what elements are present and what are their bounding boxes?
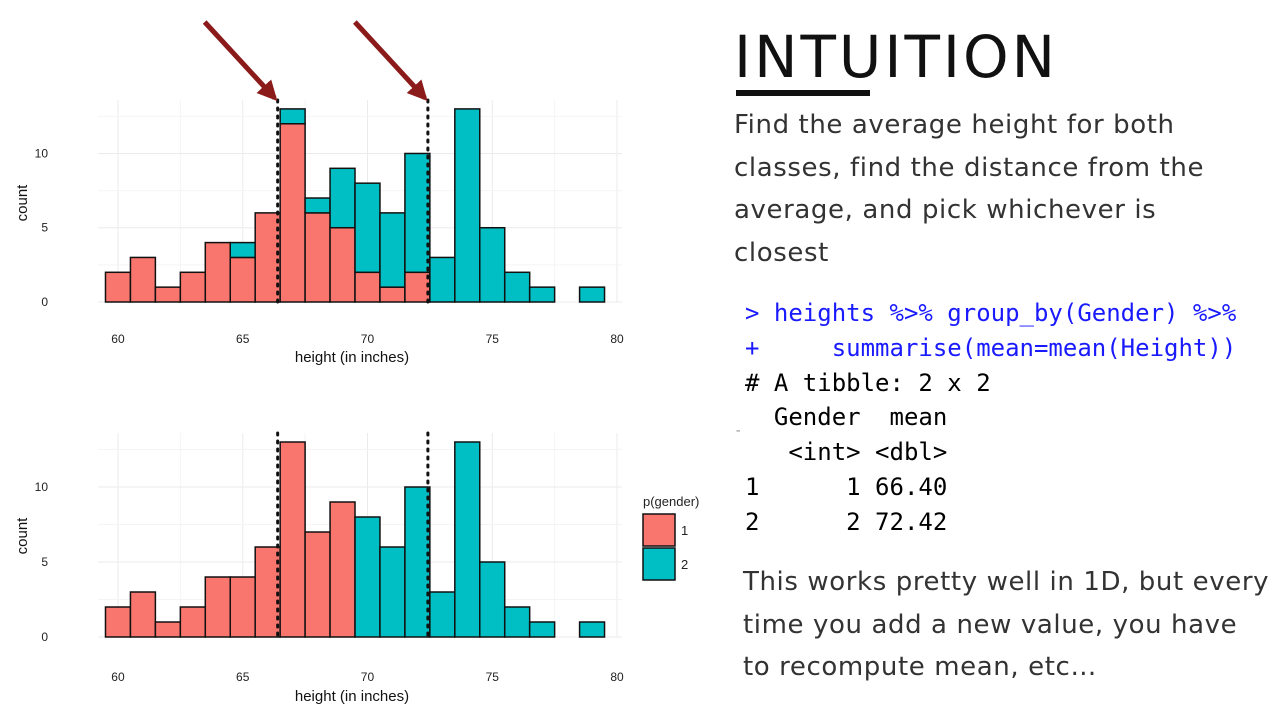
bar-gender-2 [379, 546, 406, 638]
bar-gender-2 [304, 197, 331, 214]
bar-gender-2 [578, 286, 606, 303]
pointer-arrow [202, 20, 278, 101]
code-output-line: <int> <dbl> [745, 438, 948, 467]
bar-gender-1 [229, 256, 256, 303]
bar-gender-2 [429, 256, 456, 303]
bar-gender-2 [454, 108, 481, 303]
slide-title: INTUITION [734, 23, 1059, 91]
bar-gender-2 [454, 441, 481, 638]
x-tick-label: 60 [111, 332, 125, 346]
y-tick-label: 5 [41, 221, 48, 235]
legend-title: p(gender) [643, 494, 699, 509]
bar-gender-1 [329, 501, 356, 638]
x-tick-label: 75 [486, 670, 500, 684]
bar-gender-1 [204, 241, 231, 303]
note-paragraph: This works pretty well in 1D, but every … [743, 567, 1270, 682]
y-tick-label: 5 [41, 555, 48, 569]
x-tick-label: 65 [236, 670, 250, 684]
bar-gender-1 [304, 531, 331, 638]
x-tick-label: 70 [361, 670, 375, 684]
code-output-line: Gender mean [745, 403, 948, 432]
top-histogram: 60 65 70 75 80 0 5 10 height (in inches) count [14, 20, 624, 366]
bar-gender-1 [279, 441, 306, 638]
x-tick-label: 80 [610, 332, 624, 346]
bar-gender-2 [479, 561, 506, 638]
legend-swatch-1 [642, 513, 676, 547]
x-tick-label: 75 [486, 332, 500, 346]
y-axis-title: count [14, 517, 31, 555]
x-tick-label: 65 [236, 332, 250, 346]
bar-gender-1 [104, 606, 132, 638]
bar-gender-2 [329, 167, 356, 229]
bar-gender-2 [578, 621, 606, 638]
bar-gender-2 [279, 108, 306, 125]
bar-gender-1 [304, 212, 331, 303]
bar-gender-2 [429, 591, 456, 638]
y-tick-label: 10 [35, 146, 49, 160]
y-tick-label: 0 [41, 630, 48, 644]
bar-gender-2 [404, 152, 431, 274]
code-output-line: 1 1 66.40 [745, 472, 948, 501]
bar-gender-2 [354, 516, 381, 638]
bar-gender-1 [254, 212, 281, 303]
bar-gender-2 [479, 226, 506, 303]
bar-gender-1 [129, 256, 157, 303]
y-axis-title: count [14, 184, 31, 222]
bar-gender-1 [354, 271, 381, 303]
gutter-mark: - [734, 423, 743, 439]
x-axis-title: height (in inches) [295, 688, 409, 705]
code-output-line: 2 2 72.42 [745, 507, 948, 536]
bar-gender-1 [104, 271, 132, 303]
bar-gender-1 [379, 286, 406, 303]
x-tick-label: 70 [361, 332, 375, 346]
bar-gender-1 [154, 286, 182, 303]
bar-gender-1 [154, 621, 182, 638]
bar-gender-1 [329, 226, 356, 303]
title-underline [736, 90, 870, 96]
x-tick-label: 80 [610, 670, 624, 684]
bar-gender-1 [204, 576, 231, 638]
bottom-histogram: 60 65 70 75 80 0 5 10 height (in inches) count [14, 431, 624, 705]
bar-gender-1 [179, 606, 207, 638]
legend-label-2: 2 [681, 557, 688, 572]
code-input-line: > heights %>% group_by(Gender) %>% [745, 299, 1237, 327]
bar-gender-2 [379, 212, 406, 288]
code-input-line: + summarise(mean=mean(Height)) [745, 333, 1237, 362]
bar-gender-2 [229, 241, 256, 259]
pointer-arrow [353, 20, 428, 101]
legend: p(gender) 1 2 [642, 494, 699, 581]
bar-gender-2 [354, 182, 381, 274]
legend-swatch-2 [642, 547, 676, 581]
bar-gender-2 [528, 621, 556, 638]
legend-label-1: 1 [681, 523, 688, 538]
bar-gender-1 [279, 123, 306, 303]
bar-gender-1 [129, 591, 157, 638]
x-axis-title: height (in inches) [295, 349, 409, 366]
bar-gender-1 [254, 546, 281, 638]
bar-gender-1 [229, 576, 256, 638]
y-tick-label: 10 [35, 480, 49, 494]
bar-gender-2 [503, 271, 531, 303]
bar-gender-2 [503, 606, 531, 638]
bar-gender-2 [404, 486, 431, 638]
bar-gender-1 [404, 271, 431, 303]
code-output-line: # A tibble: 2 x 2 [745, 368, 991, 397]
bar-gender-2 [528, 286, 556, 303]
x-tick-label: 60 [111, 670, 125, 684]
y-tick-label: 0 [41, 295, 48, 309]
intro-paragraph: Find the average height for both classes… [734, 110, 1205, 268]
bar-gender-1 [179, 271, 207, 303]
r-code-block: - > heights %>% group_by(Gender) %>% + su… [734, 296, 1237, 540]
